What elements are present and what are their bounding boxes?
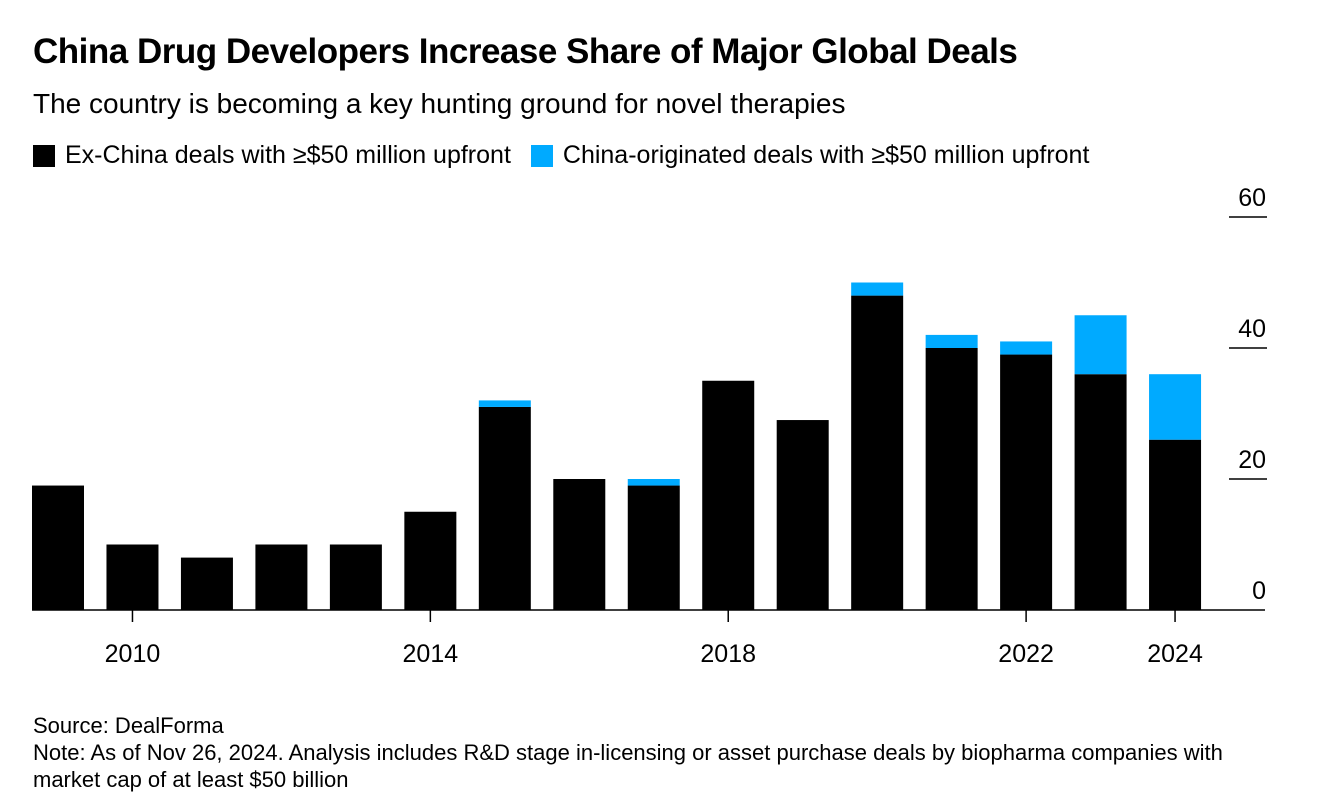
y-tick-label: 40 [1238,315,1266,343]
legend-item-ex-china: Ex-China deals with ≥$50 million upfront [33,141,511,170]
x-tick-label: 2018 [700,640,756,668]
y-tick-label: 60 [1238,184,1266,212]
bar-ex-china-2019 [776,420,829,610]
bar-ex-china-2017 [627,485,680,610]
footnote: Note: As of Nov 26, 2024. Analysis inclu… [33,740,1223,792]
bar-ex-china-2022 [1000,354,1053,610]
legend: Ex-China deals with ≥$50 million upfront… [33,141,1089,170]
legend-item-china: China-originated deals with ≥$50 million… [530,141,1090,170]
legend-swatch-ex-china [33,144,55,167]
bar-ex-china-2018 [702,380,755,610]
bar-ex-china-2013 [329,544,382,610]
y-tick-label: 20 [1238,446,1266,474]
legend-swatch-china [530,144,553,167]
bar-ex-china-2010 [106,544,159,610]
chart-subtitle: The country is becoming a key hunting gr… [33,88,846,119]
source-note: Source: DealForma [33,713,224,738]
bar-ex-china-2020 [851,295,904,610]
x-tick-label: 2014 [403,640,459,668]
bar-ex-china-2009 [32,485,84,610]
bar-ex-china-2021 [925,348,978,610]
bar-china-2021 [925,334,978,348]
bar-ex-china-2016 [553,479,606,610]
bar-china-2020 [851,282,904,296]
x-tick-label: 2024 [1147,640,1203,668]
bar-china-2022 [1000,341,1053,355]
bar-ex-china-2024 [1149,439,1202,610]
bar-ex-china-2011 [180,557,233,610]
bar-ex-china-2012 [255,544,308,610]
bar-china-2023 [1074,315,1127,375]
bar-ex-china-2015 [478,406,531,610]
y-tick-label: 0 [1252,577,1266,605]
bar-china-2015 [478,400,531,407]
x-tick-label: 2022 [998,640,1054,668]
legend-label: China-originated deals with ≥$50 million… [562,141,1090,169]
chart-title: China Drug Developers Increase Share of … [33,32,1018,71]
bar-china-2017 [627,479,680,486]
bar-ex-china-2023 [1074,374,1127,610]
legend-label: Ex-China deals with ≥$50 million upfront [65,141,511,169]
bar-china-2024 [1149,374,1202,440]
x-tick-label: 2010 [105,640,161,668]
bar-ex-china-2014 [404,511,457,610]
